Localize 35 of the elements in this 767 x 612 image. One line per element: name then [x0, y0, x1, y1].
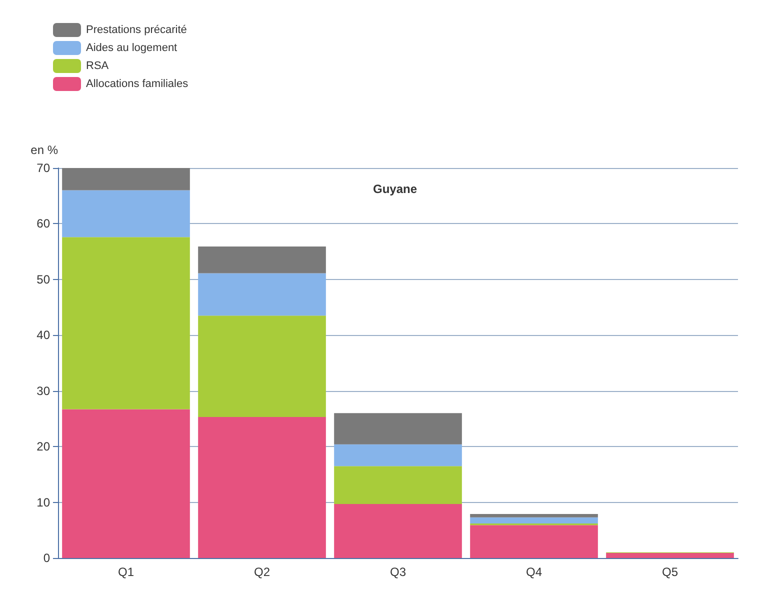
x-tick-label: Q5: [662, 565, 678, 579]
bar: [62, 237, 190, 410]
bar: [334, 444, 462, 466]
y-axis-title: en %: [30, 143, 58, 157]
bar: [606, 552, 734, 558]
y-tick-label: 0: [43, 551, 50, 565]
y-tick-label: 40: [36, 328, 50, 342]
bar: [198, 246, 326, 274]
legend-label: RSA: [86, 60, 110, 72]
legend-label: Aides au logement: [86, 42, 178, 54]
bar: [198, 273, 326, 316]
x-tick-label: Q3: [390, 565, 406, 579]
legend-label: Prestations précarité: [86, 24, 187, 36]
text: Guyane: [373, 182, 418, 196]
bar: [334, 504, 462, 558]
bar: [334, 413, 462, 444]
bar: [470, 525, 598, 558]
bar: [62, 168, 190, 190]
x-tick-label: Q1: [118, 565, 134, 579]
y-tick-label: 20: [36, 440, 50, 454]
bar: [470, 514, 598, 518]
x-tick-label: Q4: [526, 565, 542, 579]
y-tick-label: 10: [36, 495, 50, 510]
y-tick-label: 30: [36, 384, 50, 398]
bar: [334, 466, 462, 504]
y-tick-label: 70: [36, 161, 50, 175]
bar: [198, 417, 326, 558]
x-tick-label: Q2: [254, 565, 270, 579]
bar: [62, 190, 190, 238]
bar: [470, 517, 598, 524]
legend-label: Allocations familiales: [86, 78, 189, 90]
y-tick-label: 50: [36, 272, 50, 286]
y-tick-label: 60: [36, 216, 50, 231]
bar: [198, 316, 326, 418]
bar: [62, 409, 190, 558]
